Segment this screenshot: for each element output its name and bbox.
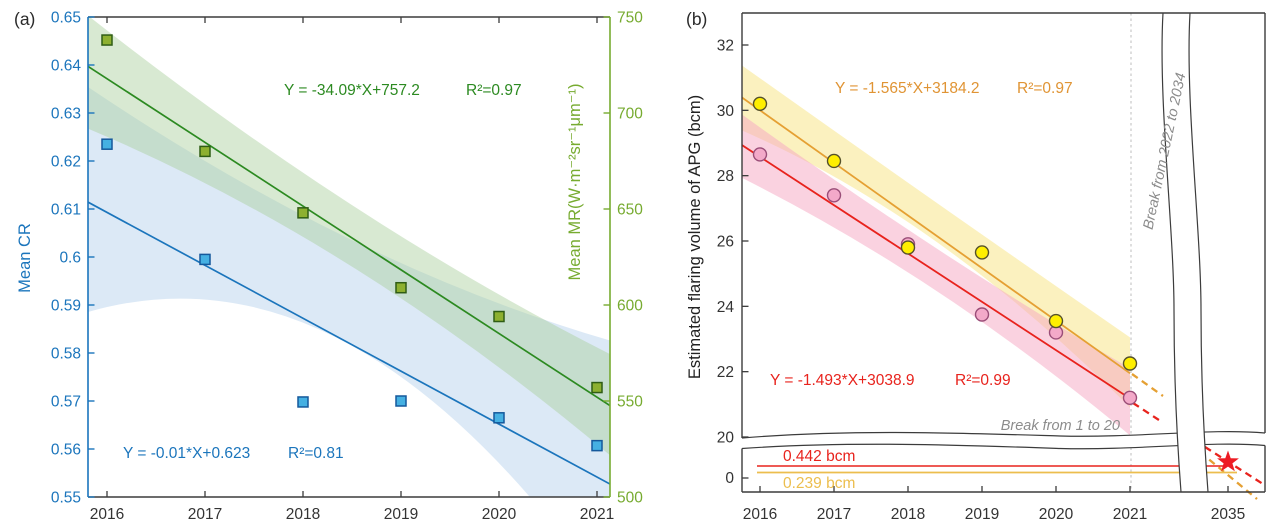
- cr-estimate-point: [826, 188, 842, 203]
- break-band-vertical-left-edge: [1161, 12, 1182, 493]
- x-tick-label: 2016: [90, 506, 124, 523]
- b-x-tick-label: 2020: [1039, 506, 1074, 523]
- left-tick-label: 0.55: [51, 490, 81, 507]
- left-tick-label: 0.56: [51, 442, 81, 459]
- left-tick-label: 0.64: [51, 58, 82, 75]
- mr-equation-text-b: Y = -1.565*X+3184.2: [835, 80, 980, 97]
- b-x-tick-label: 2019: [965, 506, 999, 523]
- b-strip-zero-label: 0: [725, 470, 734, 487]
- reference-line-label-0239: 0.239 bcm: [783, 475, 855, 492]
- mr-data-point: [395, 281, 407, 294]
- reference-line-label-0442: 0.442 bcm: [783, 448, 855, 465]
- right-tick-label: 550: [617, 394, 643, 411]
- left-tick-label: 0.6: [59, 250, 81, 267]
- b-y-tick-label: 28: [717, 168, 734, 185]
- cr-r-squared-text: R²=0.81: [288, 445, 344, 462]
- right-tick-label: 700: [617, 106, 643, 123]
- left-tick-label: 0.57: [51, 394, 81, 411]
- cr-confidence-band: [88, 87, 610, 497]
- x-tick-label: 2020: [482, 506, 517, 523]
- cr-r-squared-text-b: R²=0.99: [955, 372, 1011, 389]
- b-y-tick-label: 22: [717, 364, 734, 381]
- cr-data-point: [101, 138, 113, 150]
- panel-b-tag: (b): [686, 9, 707, 29]
- left-tick-label: 0.62: [51, 154, 81, 171]
- mr-estimate-point: [900, 240, 916, 255]
- cr-projection-dashed-line: [1132, 402, 1163, 423]
- right-tick-label: 750: [617, 10, 643, 27]
- mr-estimate-point: [1122, 356, 1138, 371]
- cr-data-point: [591, 439, 603, 452]
- mr-fit-line-b: [742, 96, 1131, 375]
- panel-a-tag: (a): [14, 9, 35, 29]
- cr-data-point: [493, 412, 505, 424]
- b-y-tick-label: 30: [717, 103, 735, 120]
- right-tick-label: 600: [617, 298, 643, 315]
- mr-data-point: [199, 145, 211, 158]
- break-band-vertical-right-edge: [1188, 12, 1209, 493]
- break-band-horizontal: [742, 431, 1265, 449]
- cr-equation-text: Y = -0.01*X+0.623: [123, 445, 250, 462]
- b-y-tick-label: 32: [717, 38, 734, 55]
- mr-r-squared-text: R²=0.97: [466, 82, 522, 99]
- right-tick-label: 500: [617, 490, 643, 507]
- b-y-tick-label: 20: [717, 430, 735, 447]
- cr-data-point: [395, 395, 407, 407]
- right-tick-label: 650: [617, 202, 643, 219]
- mr-data-point: [493, 310, 505, 323]
- axis-label-flaring-volume: Estimated flaring volume of APG (bcm): [686, 95, 704, 379]
- left-tick-label: 0.63: [51, 106, 81, 123]
- break-band-vertical: [1162, 13, 1208, 492]
- mr-projection-dashed-line: [1199, 451, 1258, 500]
- x-tick-label: 2017: [188, 506, 222, 523]
- b-x-tick-label: 2018: [891, 506, 925, 523]
- cr-estimate-point: [974, 307, 990, 322]
- cr-data-point: [199, 253, 211, 266]
- left-tick-label: 0.61: [51, 202, 81, 219]
- axis-label-mean-mr: Mean MR(W·m⁻²sr⁻¹μm⁻¹): [566, 84, 584, 281]
- mr-equation-text: Y = -34.09*X+757.2: [284, 82, 420, 99]
- mr-data-point: [591, 381, 603, 394]
- mr-data-point: [297, 207, 309, 219]
- mr-estimate-point: [752, 96, 768, 112]
- break-label-horizontal: Break from 1 to 20: [1001, 418, 1120, 434]
- b-x-tick-label: 2016: [743, 506, 777, 523]
- cr-fit-line: [88, 201, 610, 486]
- b-x-tick-label: 2017: [817, 506, 851, 523]
- x-tick-label: 2019: [384, 506, 418, 523]
- mr-estimate-band: [742, 65, 1130, 408]
- x-tick-label: 2018: [286, 506, 320, 523]
- mr-projection-dashed-line: [1131, 373, 1164, 397]
- cr-estimate-point: [1122, 390, 1138, 405]
- cr-estimate-point: [752, 147, 768, 162]
- x-tick-label: 2021: [580, 506, 614, 523]
- mr-data-point: [101, 34, 113, 46]
- axis-label-mean-cr: Mean CR: [16, 223, 34, 293]
- mr-estimate-point: [1048, 313, 1064, 329]
- cr-equation-text-b: Y = -1.493*X+3038.9: [770, 372, 915, 389]
- left-tick-label: 0.58: [51, 346, 81, 363]
- b-x-tick-label: 2035: [1211, 506, 1245, 523]
- projection-star: [1217, 450, 1239, 472]
- b-x-tick-label: 2021: [1113, 506, 1147, 523]
- left-tick-label: 0.65: [51, 10, 81, 27]
- b-y-tick-label: 26: [717, 234, 734, 251]
- mr-r-squared-text-b: R²=0.97: [1017, 80, 1073, 97]
- left-tick-label: 0.59: [51, 298, 81, 315]
- mr-estimate-point: [974, 245, 990, 260]
- mr-fit-line: [88, 65, 610, 407]
- mr-estimate-point: [826, 153, 842, 169]
- b-y-tick-label: 24: [717, 299, 735, 316]
- cr-fit-line-b: [742, 144, 1131, 400]
- cr-data-point: [297, 396, 309, 408]
